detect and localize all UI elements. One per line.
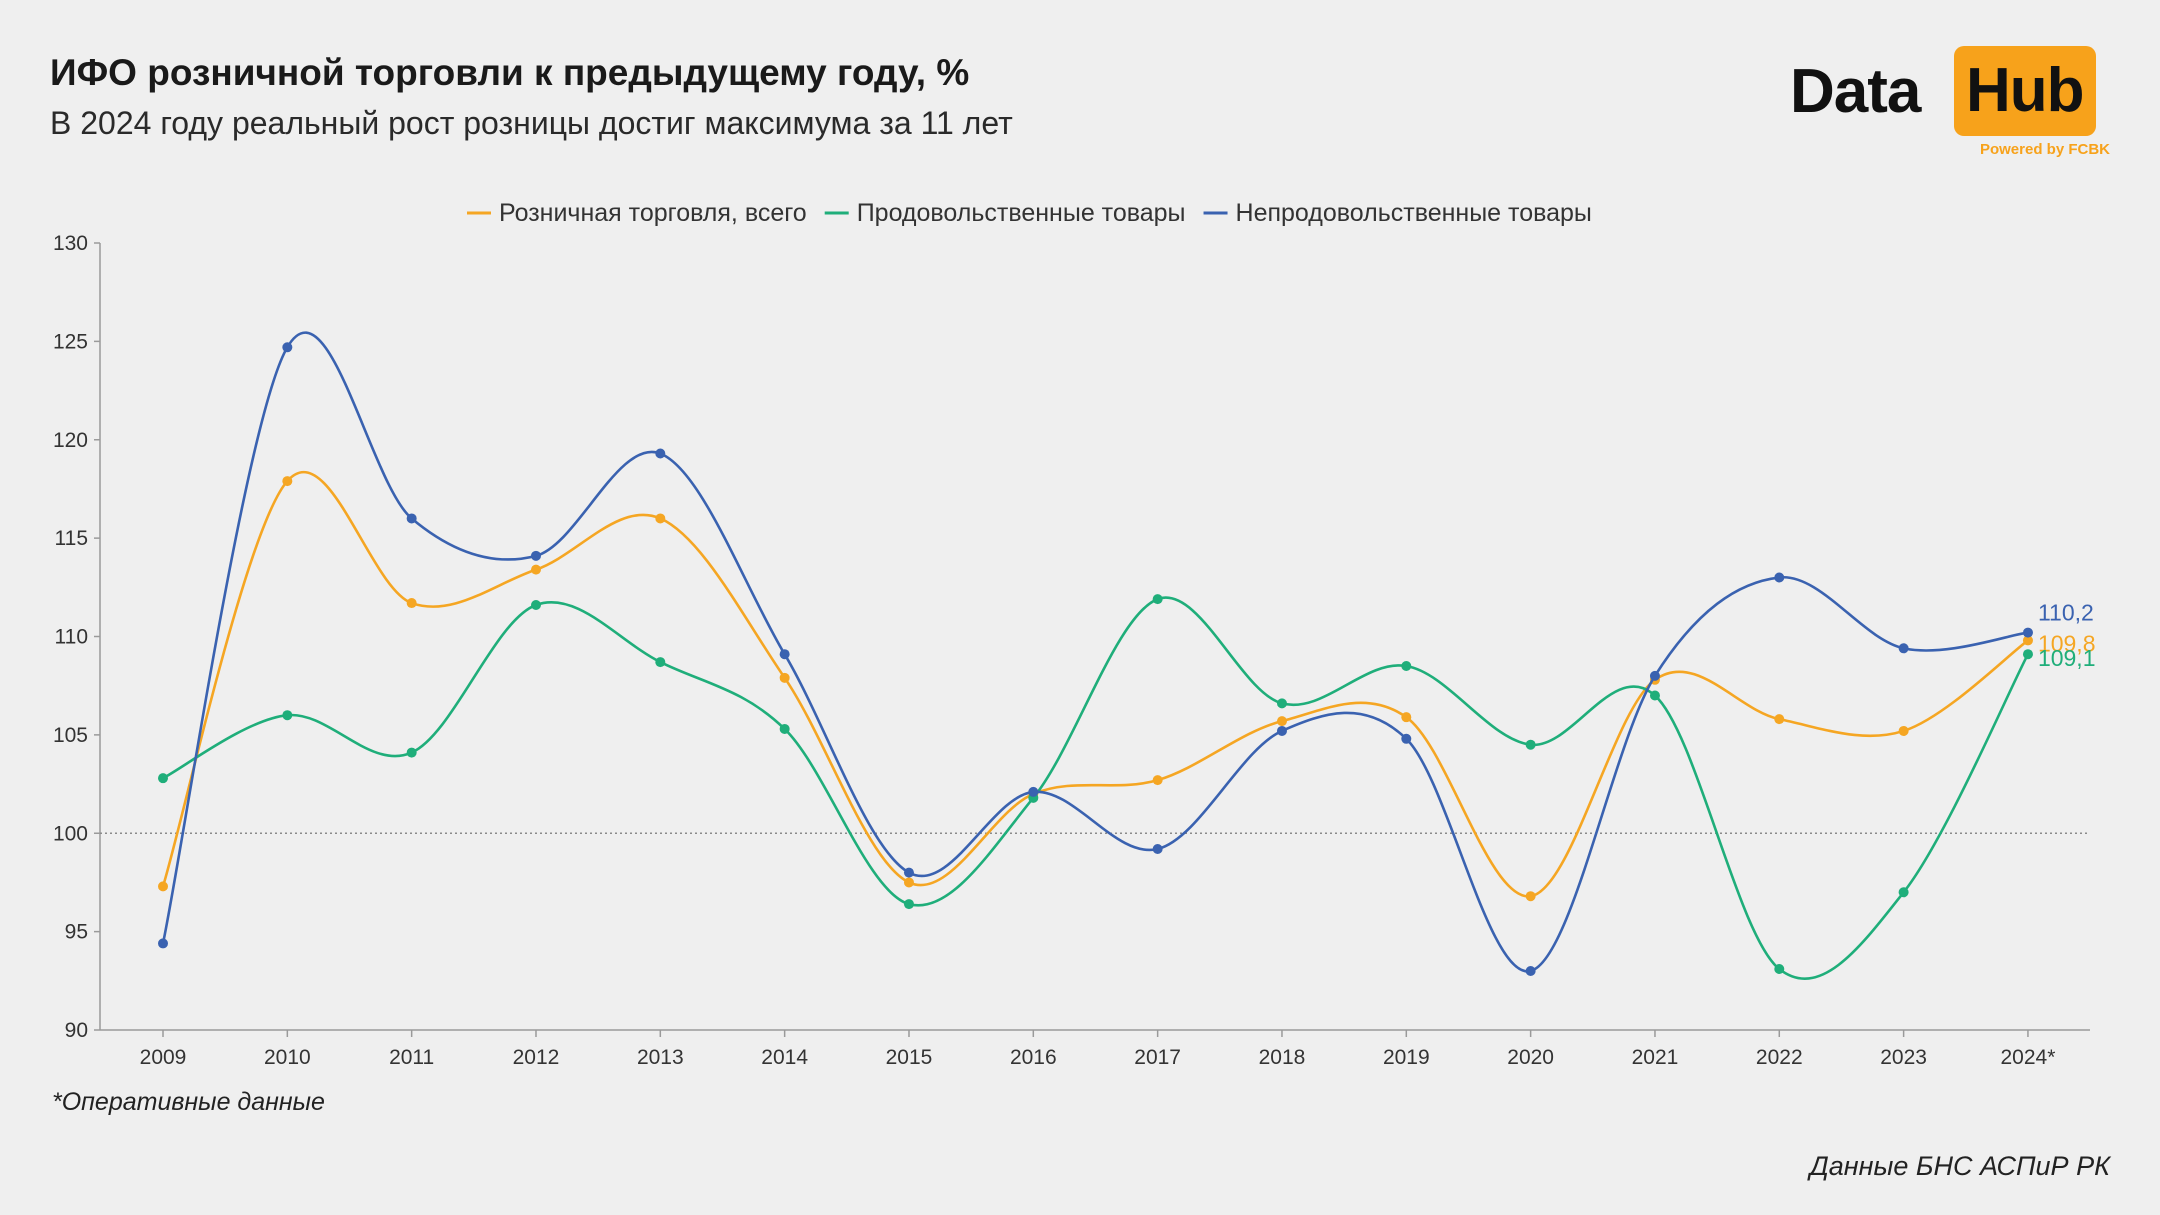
logo-text-data: Data — [1790, 57, 1921, 126]
datahub-logo: Data Hub Powered by FCBK — [1790, 44, 2110, 164]
data-point — [655, 448, 666, 459]
x-tick-label: 2021 — [1632, 1046, 1679, 1069]
x-tick-label: 2018 — [1259, 1046, 1306, 1069]
data-point — [903, 877, 914, 888]
data-point — [779, 672, 790, 683]
data-point — [2022, 649, 2033, 660]
x-tick-label: 2011 — [389, 1046, 434, 1069]
y-tick-label: 105 — [53, 724, 88, 747]
data-point — [1898, 643, 1909, 654]
data-point — [1276, 725, 1287, 736]
data-point — [2022, 627, 2033, 638]
data-point — [1525, 965, 1536, 976]
data-point — [1898, 887, 1909, 898]
data-point — [1898, 725, 1909, 736]
source-note: Данные БНС АСПиР РК — [1809, 1151, 2110, 1181]
end-value-label: 109,8 — [2038, 630, 2096, 656]
data-point — [1276, 716, 1287, 727]
chart-title: ИФО розничной торговли к предыдущему год… — [50, 52, 970, 93]
data-point — [903, 899, 914, 910]
data-point — [406, 513, 417, 524]
x-tick-label: 2010 — [264, 1046, 311, 1069]
chart-subtitle: В 2024 году реальный рост розницы достиг… — [50, 105, 1013, 141]
data-point — [530, 600, 541, 611]
logo-text-hub: Hub — [1954, 46, 2096, 136]
y-tick-label: 110 — [55, 626, 88, 649]
data-point — [1774, 572, 1785, 583]
x-tick-label: 2020 — [1507, 1046, 1554, 1069]
x-tick-label: 2009 — [140, 1046, 187, 1069]
data-point — [1152, 594, 1163, 605]
data-point — [1774, 714, 1785, 725]
y-tick-label: 95 — [65, 921, 88, 944]
x-tick-label: 2019 — [1383, 1046, 1430, 1069]
data-point — [1028, 786, 1039, 797]
data-point — [903, 867, 914, 878]
y-tick-label: 115 — [55, 527, 88, 550]
data-point — [1152, 775, 1163, 786]
legend-label: Продовольственные товары — [857, 199, 1186, 227]
x-tick-label: 2016 — [1010, 1046, 1057, 1069]
data-point — [779, 649, 790, 660]
data-point — [158, 938, 168, 949]
data-point — [406, 747, 417, 758]
end-value-label: 109,1 — [2038, 645, 2096, 671]
end-value-label: 110,2 — [2038, 600, 2094, 626]
data-point — [1401, 733, 1412, 744]
series-line-1 — [162, 596, 2030, 980]
data-point — [1401, 712, 1412, 723]
data-point — [158, 881, 168, 892]
data-point — [1276, 698, 1287, 709]
data-point — [406, 598, 417, 609]
x-tick-label: 2024* — [2001, 1046, 2056, 1069]
data-point — [1525, 891, 1536, 902]
footnote: *Оперативные данные — [52, 1088, 325, 1116]
data-point — [1774, 964, 1785, 975]
x-tick-label: 2023 — [1880, 1046, 1927, 1069]
y-tick-label: 125 — [53, 330, 88, 353]
data-point — [1649, 670, 1660, 681]
y-tick-label: 120 — [53, 429, 88, 452]
logo-tagline: Powered by FCBK — [1979, 141, 2110, 158]
data-point — [1649, 690, 1660, 701]
legend-label: Розничная торговля, всего — [499, 199, 807, 227]
x-tick-label: 2014 — [761, 1046, 808, 1069]
data-point — [779, 723, 790, 734]
data-point — [282, 476, 293, 487]
x-tick-label: 2012 — [513, 1046, 560, 1069]
data-point — [1525, 739, 1536, 750]
data-point — [282, 342, 293, 353]
x-tick-label: 2015 — [886, 1046, 933, 1069]
data-point — [282, 710, 293, 721]
x-tick-label: 2017 — [1134, 1046, 1181, 1069]
y-tick-label: 130 — [53, 232, 88, 255]
legend-label: Непродовольственные товары — [1236, 199, 1592, 227]
data-point — [530, 550, 541, 561]
series-line-2 — [161, 331, 2029, 973]
data-point — [1401, 661, 1412, 672]
data-point — [655, 657, 666, 668]
data-point — [158, 773, 168, 784]
x-tick-label: 2022 — [1756, 1046, 1803, 1069]
data-point — [1152, 843, 1163, 854]
data-point — [2022, 635, 2033, 646]
x-tick-label: 2013 — [637, 1046, 684, 1069]
data-point — [530, 564, 541, 575]
y-tick-label: 90 — [65, 1019, 88, 1042]
y-tick-label: 100 — [53, 822, 88, 845]
data-point — [655, 513, 666, 524]
